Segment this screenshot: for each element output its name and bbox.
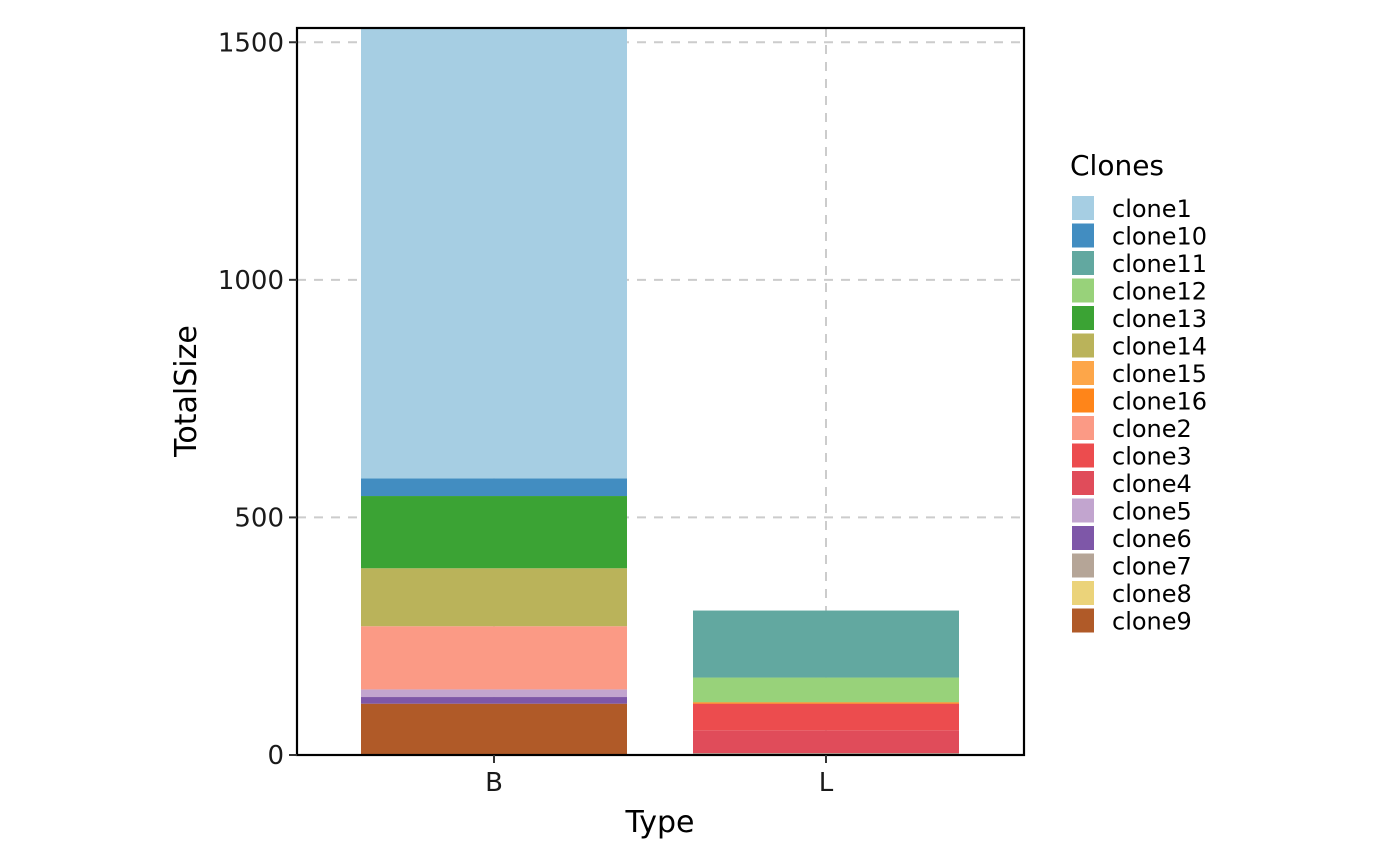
legend-swatch-clone4 [1072, 471, 1094, 495]
bar-segment-clone11-L [693, 610, 959, 678]
legend-swatch-clone8 [1072, 581, 1094, 605]
legend-swatch-clone2 [1072, 416, 1094, 440]
legend-label-clone3: clone3 [1112, 443, 1192, 471]
plot-border [295, 26, 1026, 757]
bar-segment-clone2-B [361, 626, 627, 690]
bar-segment-clone3-L [693, 703, 959, 731]
y-tick-label: 1000 [218, 266, 284, 296]
legend-label-clone1: clone1 [1112, 195, 1192, 223]
legend-label-clone11: clone11 [1112, 250, 1207, 278]
legend-label-clone9: clone9 [1112, 608, 1192, 636]
legend-swatch-clone11 [1072, 251, 1094, 275]
legend-swatch-clone10 [1072, 223, 1094, 248]
legend: Clones clone1clone10clone11clone12clone1… [1070, 149, 1207, 636]
legend-label-clone12: clone12 [1112, 278, 1207, 306]
bar-segment-clone12-L [693, 677, 959, 703]
legend-swatch-clone5 [1072, 498, 1094, 523]
legend-title: Clones [1070, 149, 1164, 182]
legend-swatch-clone12 [1072, 278, 1094, 303]
legend-label-clone7: clone7 [1112, 553, 1192, 581]
legend-swatch-clone1 [1072, 196, 1094, 220]
legend-label-clone4: clone4 [1112, 470, 1192, 498]
y-tick-label: 1500 [218, 28, 284, 58]
legend-swatch-clone13 [1072, 306, 1094, 330]
bar-segment-clone5-B [361, 689, 627, 698]
legend-label-clone6: clone6 [1112, 525, 1192, 553]
bar-segment-clone16-L [693, 702, 959, 704]
bar-segment-clone1-B [361, 28, 627, 479]
x-tick-label: B [485, 768, 503, 798]
legend-label-clone5: clone5 [1112, 498, 1192, 526]
bars-layer [361, 28, 959, 755]
legend-swatch-clone3 [1072, 443, 1094, 468]
y-tick-label: 500 [234, 503, 284, 533]
bar-segment-clone10-B [361, 478, 627, 497]
bar-segment-clone9-B [361, 703, 627, 755]
legend-swatch-clone9 [1072, 608, 1094, 633]
legend-label-clone8: clone8 [1112, 580, 1192, 608]
bar-segment-clone14-B [361, 568, 627, 627]
bar-segment-clone6-B [361, 697, 627, 704]
legend-label-clone13: clone13 [1112, 305, 1207, 333]
y-axis: 0 500 1000 1500 [218, 28, 297, 771]
legend-label-clone16: clone16 [1112, 388, 1207, 416]
x-axis-title: Type [625, 805, 695, 840]
y-tick-label: 0 [267, 741, 284, 771]
y-axis-title: TotalSize [169, 325, 204, 458]
legend-swatch-clone7 [1072, 553, 1094, 578]
legend-swatch-clone15 [1072, 361, 1094, 385]
legend-label-clone15: clone15 [1112, 360, 1207, 388]
legend-label-clone14: clone14 [1112, 333, 1207, 361]
bar-segment-clone13-B [361, 496, 627, 569]
legend-label-clone2: clone2 [1112, 415, 1192, 443]
x-tick-label: L [819, 768, 834, 798]
legend-swatch-clone6 [1072, 526, 1094, 550]
legend-swatch-clone14 [1072, 333, 1094, 358]
legend-swatch-clone16 [1072, 388, 1094, 413]
legend-label-clone10: clone10 [1112, 223, 1207, 251]
bar-segment-clone4-L [693, 730, 959, 754]
